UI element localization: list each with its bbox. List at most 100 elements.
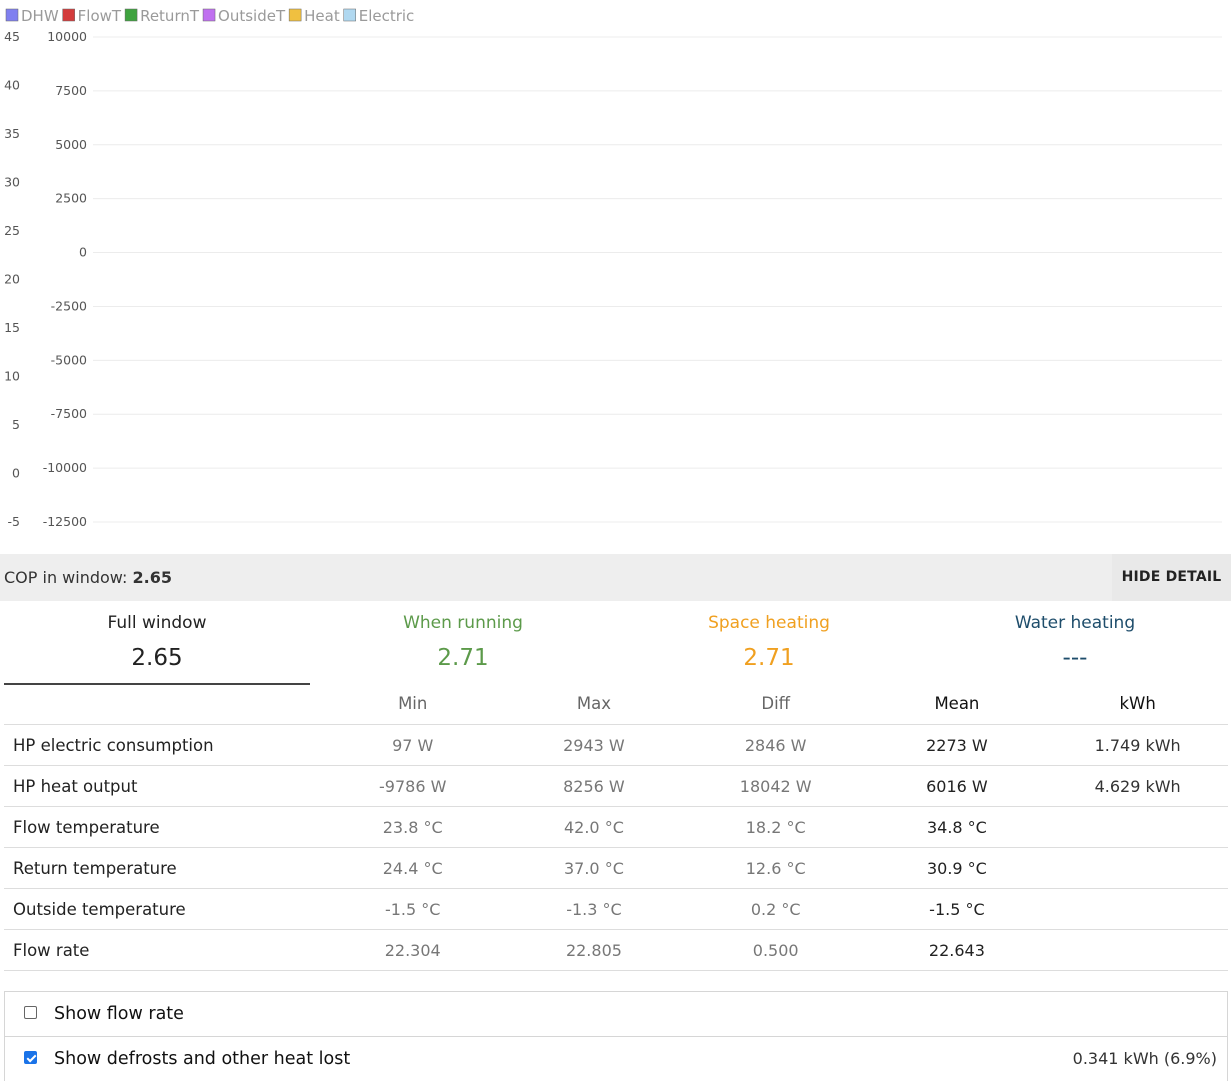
chart-svg[interactable]: 45 40 35 30 25 20 15 10 5 0 -5 10000 7500 5000 2500 0 -2… xyxy=(0,0,1231,552)
row-name: HP electric consumption xyxy=(4,724,323,766)
stats-header-row: Min Max Diff Mean kWh xyxy=(4,683,1228,725)
table-row: Flow rate 22.304 22.805 0.500 22.643 xyxy=(4,929,1228,971)
cell-diff: 18.2 °C xyxy=(684,806,867,848)
show-defrosts-checkbox[interactable] xyxy=(24,1051,37,1064)
col-header-max: Max xyxy=(503,683,685,725)
tab-full-window[interactable]: Full window 2.65 xyxy=(4,601,310,685)
cell-min: 97 W xyxy=(322,724,504,766)
y-left-tick-label: 25 xyxy=(4,223,20,238)
legend-label: ReturnT xyxy=(140,7,200,25)
cell-kwh xyxy=(1047,806,1228,848)
cell-diff: 18042 W xyxy=(684,765,867,807)
legend-swatch xyxy=(5,8,19,22)
tab-when-running[interactable]: When running 2.71 xyxy=(310,601,616,685)
y-left-tick-label: 15 xyxy=(4,320,20,335)
legend-label: Heat xyxy=(304,7,340,25)
y-left-tick-label: 35 xyxy=(4,126,20,141)
cell-kwh xyxy=(1047,929,1228,971)
legend-label: FlowT xyxy=(78,7,122,25)
y-left-tick-label: 0 xyxy=(12,466,20,481)
y-left-tick-label: 40 xyxy=(4,78,20,93)
cell-max: 2943 W xyxy=(503,724,685,766)
cell-max: 37.0 °C xyxy=(503,847,685,889)
cell-diff: 0.500 xyxy=(684,929,867,971)
y-left-tick-label: 30 xyxy=(4,175,20,190)
tab-space-heating[interactable]: Space heating 2.71 xyxy=(616,601,922,685)
cell-kwh: 4.629 kWh xyxy=(1047,765,1228,807)
cell-kwh xyxy=(1047,888,1228,930)
tab-water-heating[interactable]: Water heating --- xyxy=(922,601,1228,685)
y-left-tick-label: 5 xyxy=(12,417,20,432)
table-row: Flow temperature 23.8 °C 42.0 °C 18.2 °C… xyxy=(4,806,1228,848)
y-left-tick-label: 10 xyxy=(4,369,20,384)
show-defrosts-option[interactable]: Show defrosts and other heat lost 0.341 … xyxy=(4,1036,1228,1081)
y-right-tick-label: 2500 xyxy=(55,191,87,206)
tab-label: Space heating xyxy=(708,613,830,633)
cell-max: 22.805 xyxy=(503,929,685,971)
power-temperature-chart[interactable]: 45 40 35 30 25 20 15 10 5 0 -5 10000 7500 5000 2500 0 -2… xyxy=(0,0,1231,552)
y-right-tick-label: -7500 xyxy=(51,406,87,421)
cell-max: -1.3 °C xyxy=(503,888,685,930)
tab-label: When running xyxy=(403,613,523,633)
cop-value: 2.65 xyxy=(132,568,172,587)
cell-min: -1.5 °C xyxy=(322,888,504,930)
cop-label-text: COP in window: xyxy=(4,568,128,587)
col-header-min: Min xyxy=(322,683,504,725)
cell-mean: 22.643 xyxy=(866,929,1048,971)
cell-max: 8256 W xyxy=(503,765,685,807)
cell-diff: 0.2 °C xyxy=(684,888,867,930)
cell-mean: -1.5 °C xyxy=(866,888,1048,930)
cell-kwh: 1.749 kWh xyxy=(1047,724,1228,766)
cop-tabs: Full window 2.65 When running 2.71 Space… xyxy=(4,601,1228,685)
show-defrosts-label[interactable]: Show defrosts and other heat lost xyxy=(54,1049,351,1069)
cop-summary-bar: COP in window: 2.65 HIDE DETAIL xyxy=(0,554,1231,601)
legend-swatch xyxy=(202,8,216,22)
legend-label: OutsideT xyxy=(218,7,286,25)
col-header-mean: Mean xyxy=(866,683,1048,725)
show-flow-rate-option[interactable]: Show flow rate xyxy=(4,991,1228,1037)
hide-detail-button[interactable]: HIDE DETAIL xyxy=(1112,554,1231,601)
y-left-tick-label: -5 xyxy=(8,514,20,529)
tab-value: 2.71 xyxy=(743,645,795,671)
cell-diff: 2846 W xyxy=(684,724,867,766)
y-right-tick-label: 10000 xyxy=(47,29,87,44)
y-right-tick-label: 0 xyxy=(79,245,87,260)
cell-max: 42.0 °C xyxy=(503,806,685,848)
legend-label: DHW xyxy=(21,7,59,25)
col-header-kwh: kWh xyxy=(1047,683,1228,725)
cop-in-window: COP in window: 2.65 xyxy=(4,554,172,601)
col-header-diff: Diff xyxy=(684,683,867,725)
legend-swatch xyxy=(62,8,75,22)
cell-mean: 34.8 °C xyxy=(866,806,1048,848)
row-name: Flow temperature xyxy=(4,806,323,848)
row-name: Return temperature xyxy=(4,847,323,889)
y-right-tick-label: 7500 xyxy=(55,83,87,98)
cell-mean: 2273 W xyxy=(866,724,1048,766)
cell-min: 23.8 °C xyxy=(322,806,504,848)
row-name: Outside temperature xyxy=(4,888,323,930)
legend-label: Electric xyxy=(359,7,415,25)
cell-mean: 6016 W xyxy=(866,765,1048,807)
cell-mean: 30.9 °C xyxy=(866,847,1048,889)
cell-diff: 12.6 °C xyxy=(684,847,867,889)
table-row: HP electric consumption 97 W 2943 W 2846… xyxy=(4,724,1228,766)
y-right-tick-label: -12500 xyxy=(43,514,87,529)
y-right-tick-label: -2500 xyxy=(51,298,87,313)
stats-table: Min Max Diff Mean kWh HP electric consum… xyxy=(4,683,1228,971)
table-row: Return temperature 24.4 °C 37.0 °C 12.6 … xyxy=(4,847,1228,889)
show-flow-rate-checkbox[interactable] xyxy=(24,1006,37,1019)
cell-min: 22.304 xyxy=(322,929,504,971)
cell-min: 24.4 °C xyxy=(322,847,504,889)
tab-value: --- xyxy=(1062,645,1088,671)
cell-min: -9786 W xyxy=(322,765,504,807)
y-right-tick-label: -10000 xyxy=(43,460,87,475)
legend-swatch xyxy=(124,8,138,22)
tab-value: 2.71 xyxy=(437,645,489,671)
cell-kwh xyxy=(1047,847,1228,889)
show-flow-rate-label[interactable]: Show flow rate xyxy=(54,1004,184,1024)
row-name: HP heat output xyxy=(4,765,323,807)
y-left-tick-label: 20 xyxy=(4,272,20,287)
tab-label: Full window xyxy=(107,613,207,633)
y-right-tick-label: 5000 xyxy=(55,137,87,152)
table-row: Outside temperature -1.5 °C -1.3 °C 0.2 … xyxy=(4,888,1228,930)
